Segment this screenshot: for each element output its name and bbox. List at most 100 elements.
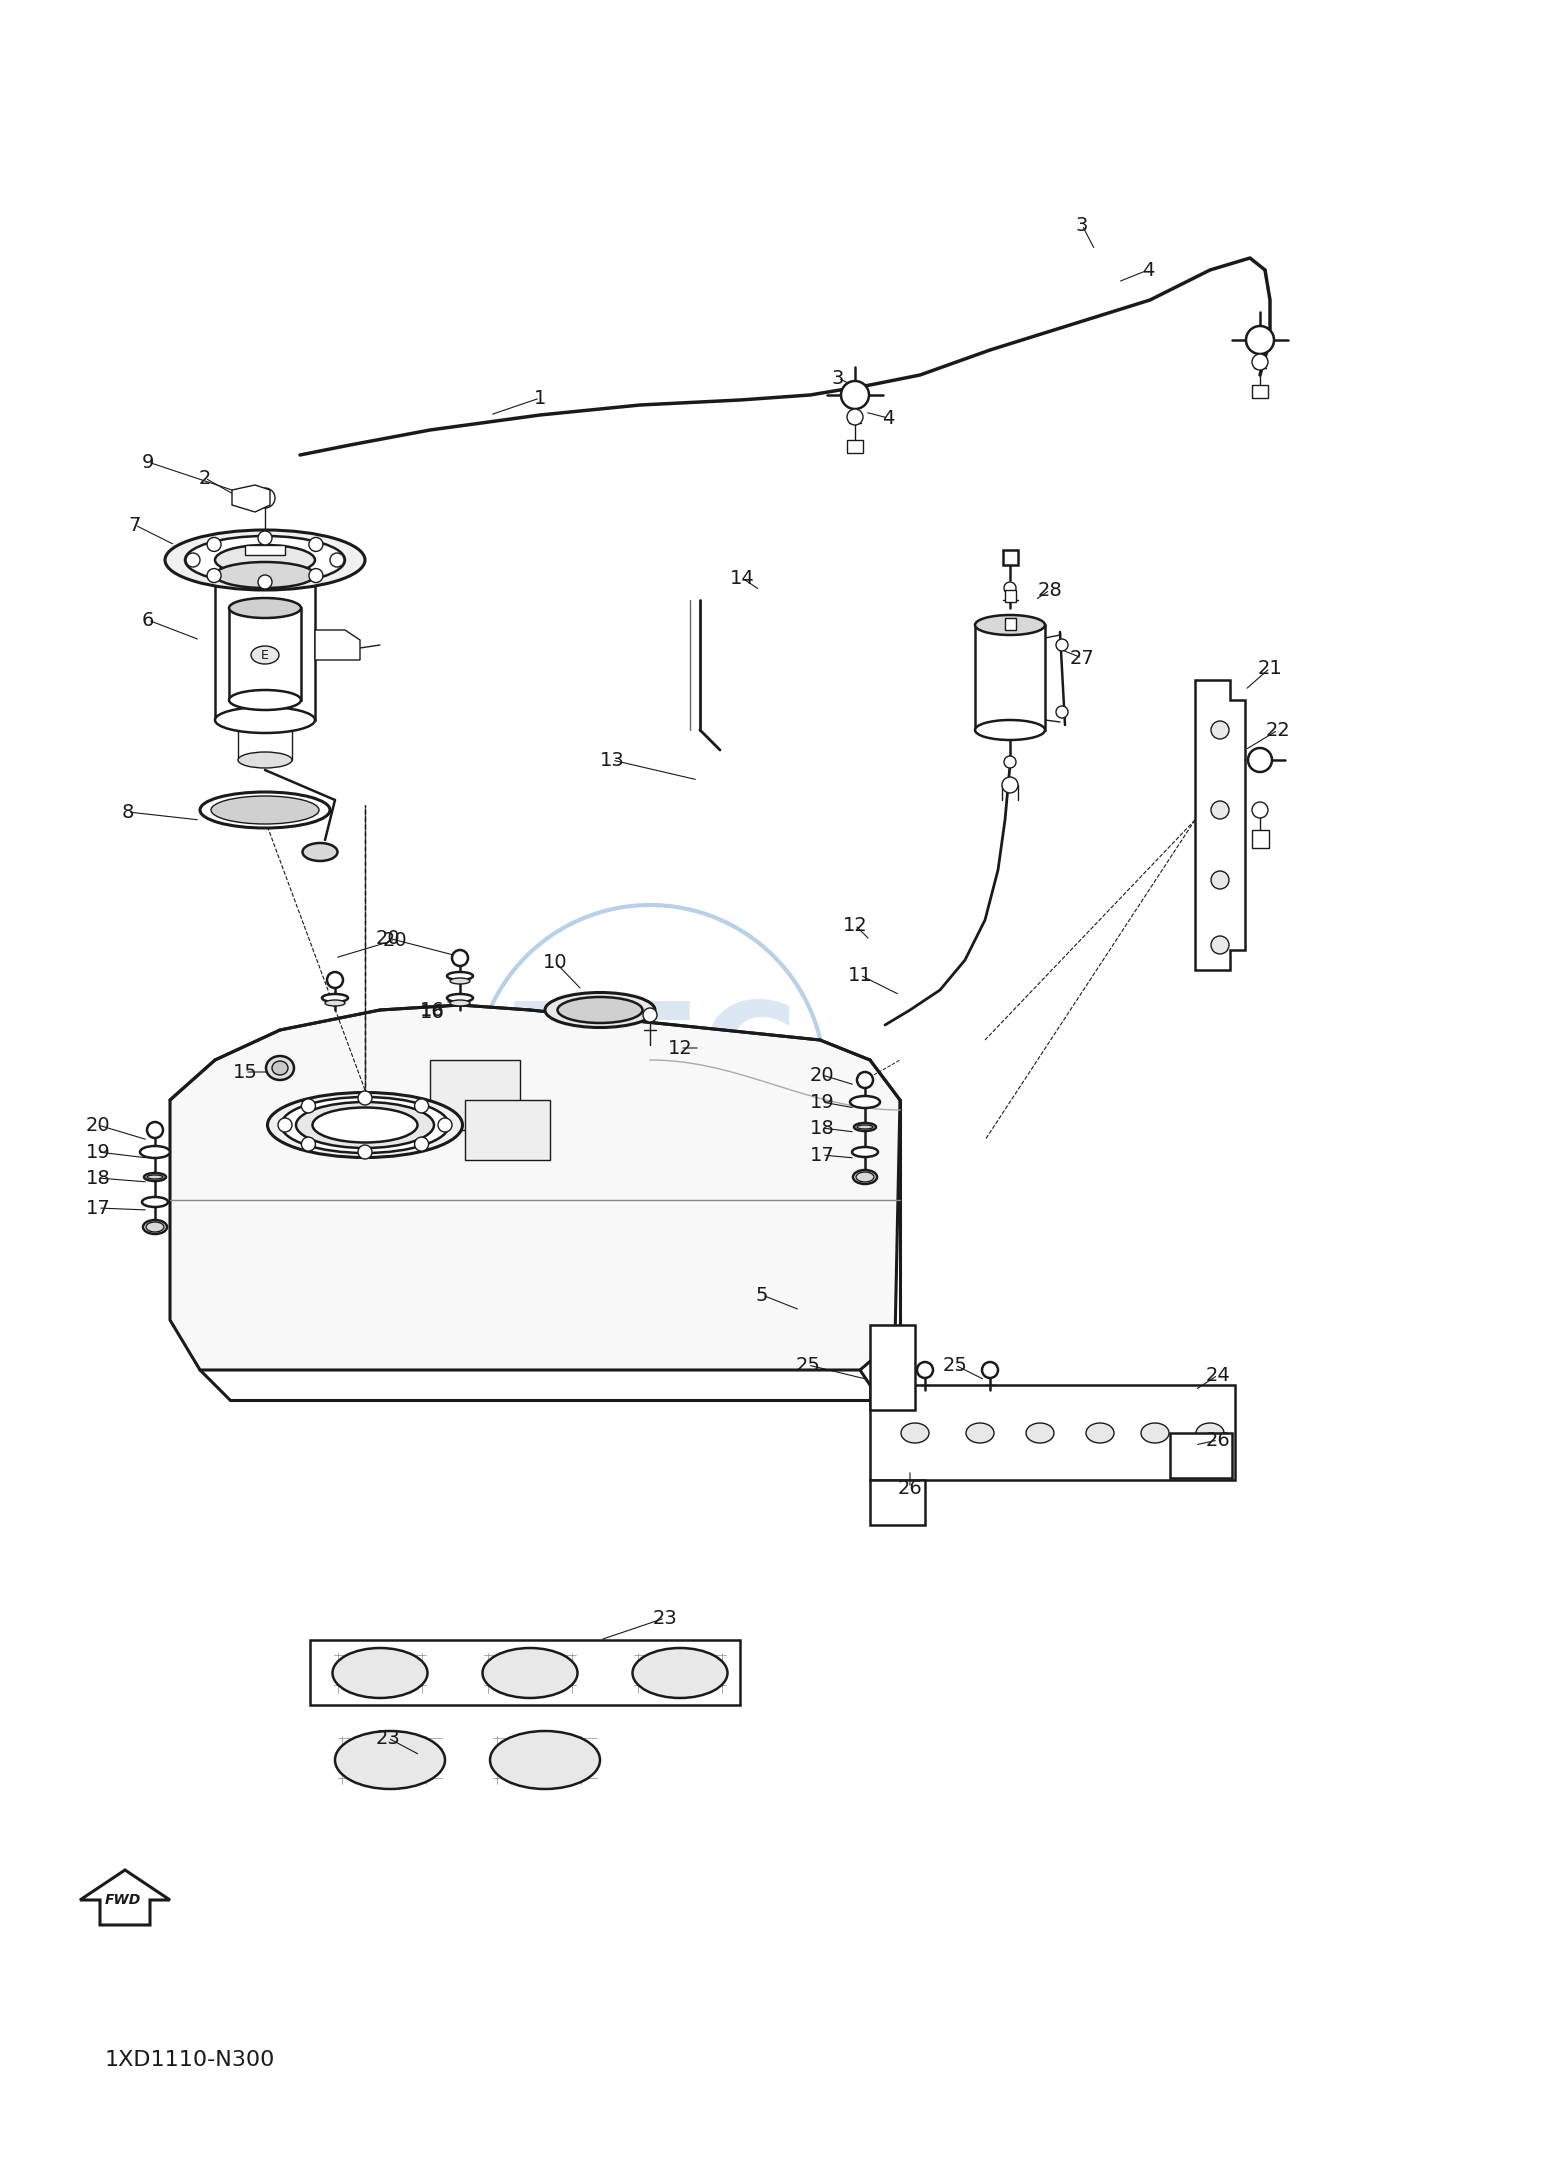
Text: 6: 6 [142, 610, 154, 630]
Text: 16: 16 [419, 1003, 444, 1022]
Bar [430, 1059, 520, 1129]
Circle shape [187, 554, 200, 567]
Ellipse shape [1141, 1424, 1169, 1443]
Ellipse shape [850, 1097, 880, 1107]
Ellipse shape [146, 1223, 163, 1232]
Ellipse shape [230, 597, 301, 617]
Text: 28: 28 [1038, 580, 1062, 600]
Ellipse shape [165, 530, 365, 591]
Circle shape [327, 972, 342, 988]
Circle shape [258, 576, 271, 589]
Text: DEC: DEC [501, 996, 799, 1123]
Ellipse shape [333, 1648, 427, 1698]
Ellipse shape [853, 1147, 877, 1158]
Circle shape [1210, 935, 1229, 955]
Ellipse shape [447, 994, 473, 1003]
Circle shape [840, 382, 870, 410]
Circle shape [415, 1138, 429, 1151]
Circle shape [1252, 802, 1268, 818]
Ellipse shape [140, 1147, 170, 1158]
Circle shape [1252, 353, 1268, 371]
Text: 20: 20 [86, 1116, 111, 1134]
Text: 24: 24 [1206, 1365, 1231, 1384]
Ellipse shape [558, 996, 643, 1022]
Ellipse shape [325, 1001, 345, 1005]
Circle shape [982, 1362, 998, 1378]
Circle shape [917, 1362, 933, 1378]
Text: 12: 12 [668, 1038, 692, 1057]
Circle shape [1002, 776, 1018, 794]
Text: 27: 27 [1070, 647, 1095, 667]
Polygon shape [975, 626, 1045, 730]
Ellipse shape [1025, 1424, 1055, 1443]
Ellipse shape [313, 1107, 418, 1142]
Polygon shape [230, 608, 301, 700]
Text: 8: 8 [122, 802, 134, 822]
Text: 3: 3 [1076, 216, 1089, 235]
Circle shape [1247, 748, 1272, 772]
Text: 20: 20 [382, 931, 407, 950]
Polygon shape [870, 1325, 914, 1410]
Ellipse shape [447, 972, 473, 981]
Circle shape [301, 1099, 316, 1114]
Circle shape [308, 569, 322, 582]
Polygon shape [1252, 831, 1269, 848]
Text: FWD: FWD [105, 1892, 142, 1908]
Ellipse shape [142, 1197, 168, 1208]
Ellipse shape [230, 691, 301, 711]
Circle shape [847, 410, 864, 425]
Text: 3: 3 [831, 368, 843, 388]
Ellipse shape [450, 979, 470, 983]
Bar [1170, 1432, 1232, 1478]
Circle shape [452, 950, 469, 966]
Text: 14: 14 [729, 569, 754, 586]
Circle shape [301, 1138, 316, 1151]
Ellipse shape [267, 1055, 295, 1079]
Text: 26: 26 [1206, 1430, 1231, 1450]
Ellipse shape [211, 796, 319, 824]
Text: 11: 11 [848, 966, 873, 985]
Text: 4: 4 [882, 408, 894, 427]
Circle shape [146, 1123, 163, 1138]
Circle shape [330, 554, 344, 567]
Text: 19: 19 [810, 1092, 834, 1112]
Ellipse shape [322, 994, 348, 1003]
Ellipse shape [143, 1173, 167, 1182]
Polygon shape [80, 1870, 170, 1925]
Circle shape [1056, 639, 1069, 652]
Ellipse shape [271, 1062, 288, 1075]
Circle shape [358, 1144, 372, 1160]
Text: 21: 21 [1258, 658, 1283, 678]
Ellipse shape [965, 1424, 995, 1443]
Circle shape [207, 569, 221, 582]
Ellipse shape [490, 1731, 600, 1790]
Polygon shape [1005, 591, 1016, 602]
Circle shape [1004, 582, 1016, 593]
Ellipse shape [214, 562, 315, 589]
Ellipse shape [857, 1125, 873, 1129]
Ellipse shape [335, 1731, 446, 1790]
Text: 15: 15 [233, 1062, 258, 1081]
Text: 25: 25 [796, 1356, 820, 1376]
Polygon shape [170, 1005, 901, 1369]
Ellipse shape [632, 1648, 728, 1698]
Circle shape [207, 538, 221, 552]
Ellipse shape [267, 1092, 463, 1158]
Ellipse shape [214, 545, 315, 576]
Circle shape [308, 538, 322, 552]
Ellipse shape [975, 719, 1045, 739]
Text: 25: 25 [942, 1356, 967, 1376]
Text: 16: 16 [419, 1001, 444, 1020]
Circle shape [857, 1073, 873, 1088]
Circle shape [1004, 756, 1016, 767]
Ellipse shape [281, 1097, 449, 1153]
Polygon shape [1195, 680, 1244, 970]
Circle shape [1056, 706, 1069, 717]
Circle shape [358, 1090, 372, 1105]
Text: 9: 9 [142, 453, 154, 471]
Text: 7: 7 [130, 514, 142, 534]
Ellipse shape [483, 1648, 578, 1698]
Polygon shape [847, 440, 864, 453]
Ellipse shape [200, 791, 330, 828]
Polygon shape [245, 545, 285, 556]
